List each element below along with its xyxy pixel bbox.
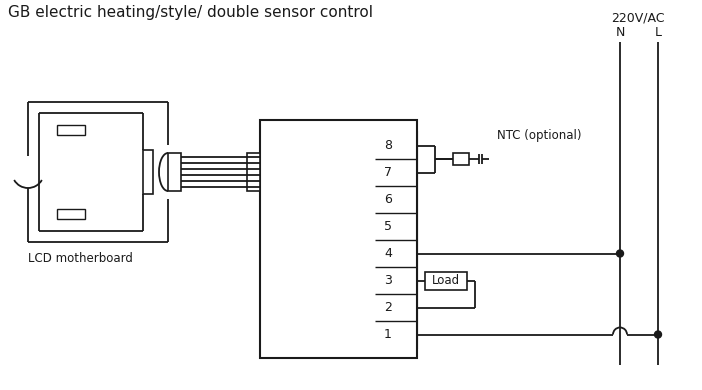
Text: 4: 4 — [384, 247, 392, 260]
Text: 8: 8 — [384, 139, 392, 152]
Bar — [375, 132, 417, 348]
Bar — [453, 153, 469, 165]
Circle shape — [616, 250, 623, 257]
Text: L: L — [654, 25, 661, 39]
Text: NTC (optional): NTC (optional) — [497, 129, 581, 142]
Text: 1: 1 — [384, 328, 392, 341]
Bar — [168, 153, 181, 191]
Text: 7: 7 — [384, 166, 392, 179]
Bar — [425, 271, 467, 289]
Bar — [247, 153, 260, 191]
Circle shape — [654, 331, 661, 338]
Bar — [57, 125, 85, 135]
Bar — [57, 209, 85, 219]
Text: 2: 2 — [384, 301, 392, 314]
Bar — [260, 120, 417, 358]
Text: LCD motherboard: LCD motherboard — [28, 252, 133, 264]
Text: N: N — [616, 25, 625, 39]
Text: Load: Load — [432, 274, 460, 287]
Text: 3: 3 — [384, 274, 392, 287]
Bar — [143, 150, 153, 194]
Text: 220V/AC: 220V/AC — [611, 11, 665, 25]
Text: 6: 6 — [384, 193, 392, 206]
Text: GB electric heating/style/ double sensor control: GB electric heating/style/ double sensor… — [8, 5, 373, 20]
Text: 5: 5 — [384, 220, 392, 233]
